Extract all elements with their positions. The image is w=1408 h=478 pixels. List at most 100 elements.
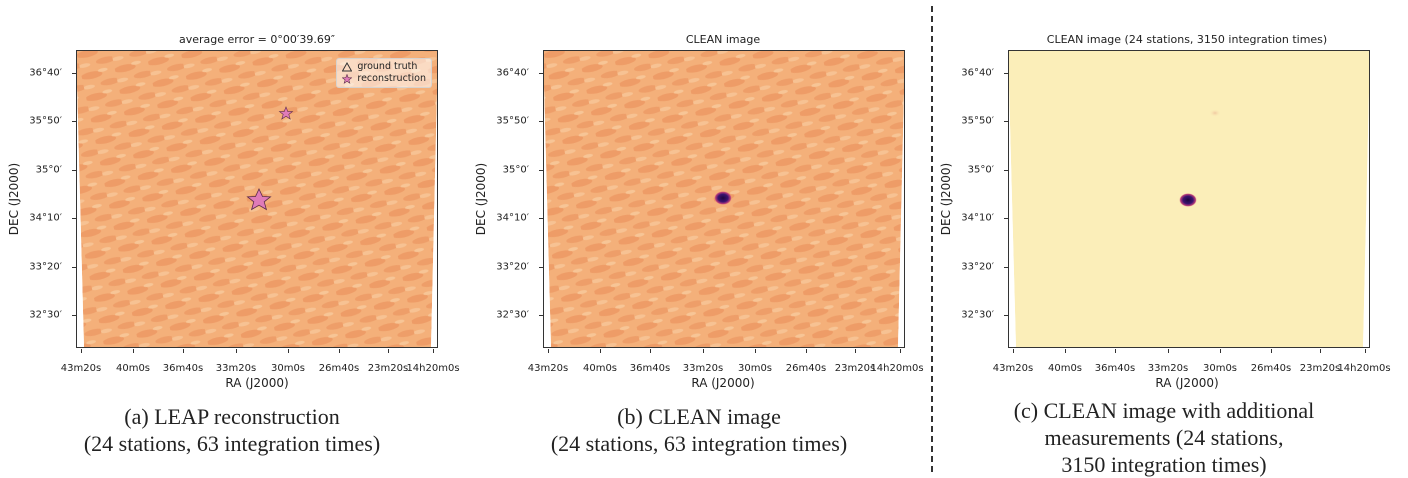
panel-a-title: average error = 0°00′39.69″ [179, 33, 335, 46]
xtick-label: 33m20s [1147, 363, 1189, 374]
ytick-label: 35°0′ [502, 164, 529, 176]
ytick-label: 35°50′ [496, 115, 529, 127]
panel-c-frame [1008, 50, 1370, 348]
panel-c-xlabel: RA (J2000) [1155, 376, 1219, 390]
ytick-label: 34°10′ [496, 212, 529, 224]
panel-b-frame [543, 50, 905, 348]
panel-a-frame [76, 50, 438, 348]
ytick-mark [539, 121, 543, 122]
panel-b-plot [543, 50, 905, 348]
ytick-label: 33°20′ [29, 261, 62, 273]
panel-b-bright-source [714, 191, 732, 205]
ytick-label: 33°20′ [961, 261, 994, 273]
ytick-label: 34°10′ [961, 212, 994, 224]
caption-line: (c) CLEAN image with additional [1013, 398, 1315, 423]
xtick-label: 33m20s [682, 363, 724, 374]
xtick-mark [650, 349, 651, 353]
caption-line: (24 stations, 63 integration times) [83, 431, 381, 456]
ytick-mark [1004, 170, 1008, 171]
xtick-label: 14h20m0s [870, 363, 924, 374]
panel-c-title: CLEAN image (24 stations, 3150 integrati… [1046, 33, 1328, 46]
ytick-mark [1004, 73, 1008, 74]
panel-c-caption: (c) CLEAN image with additional measurem… [1014, 397, 1315, 478]
xtick-label: 26m40s [1250, 363, 1292, 374]
panel-c-edge-left [1008, 50, 1016, 348]
xtick-label: 26m40s [785, 363, 827, 374]
ytick-mark [539, 267, 543, 268]
ytick-label: 36°40′ [961, 67, 994, 79]
xtick-mark [81, 349, 82, 353]
panel-b-caption: (b) CLEAN image (24 stations, 63 integra… [551, 403, 847, 457]
xtick-mark [288, 349, 289, 353]
star-icon [342, 74, 353, 84]
caption-line: 3150 integration times) [1061, 452, 1267, 477]
panel-a-plot: ground truth reconstruction [76, 50, 438, 348]
ytick-mark [72, 267, 76, 268]
panel-a-edge-right [431, 50, 438, 348]
xtick-mark [548, 349, 549, 353]
xtick-mark [900, 349, 901, 353]
ytick-mark [1004, 267, 1008, 268]
xtick-label: 23m20s [367, 363, 409, 374]
ytick-label: 35°50′ [961, 115, 994, 127]
xtick-mark [183, 349, 184, 353]
xtick-mark [755, 349, 756, 353]
ytick-label: 32°30′ [961, 309, 994, 321]
panel-a-edge-left [76, 50, 84, 348]
panel-a-image [76, 50, 438, 348]
panel-a-xlabel: RA (J2000) [225, 376, 289, 390]
xtick-label: 33m20s [215, 363, 257, 374]
xtick-mark [600, 349, 601, 353]
xtick-mark [1220, 349, 1221, 353]
ytick-mark [539, 73, 543, 74]
panel-c-bright-source [1179, 193, 1197, 207]
caption-line: measurements (24 stations, [1044, 425, 1284, 450]
xtick-label: 43m20s [60, 363, 102, 374]
ytick-mark [1004, 121, 1008, 122]
xtick-mark [1013, 349, 1014, 353]
caption-line: (24 stations, 63 integration times) [550, 431, 848, 456]
xtick-label: 43m20s [527, 363, 569, 374]
ytick-mark [72, 315, 76, 316]
ytick-mark [1004, 218, 1008, 219]
xtick-mark [1168, 349, 1169, 353]
xtick-label: 30m0s [1202, 363, 1238, 374]
xtick-label: 40m0s [1047, 363, 1083, 374]
xtick-label: 26m40s [318, 363, 360, 374]
caption-line: (b) CLEAN image [617, 404, 781, 429]
ytick-mark [539, 315, 543, 316]
panel-b-image [543, 50, 905, 348]
xtick-mark [855, 349, 856, 353]
xtick-mark [1271, 349, 1272, 353]
ytick-mark [72, 73, 76, 74]
panel-c-plot [1008, 50, 1370, 348]
xtick-mark [1065, 349, 1066, 353]
xtick-label: 14h20m0s [1337, 363, 1391, 374]
xtick-label: 40m0s [582, 363, 618, 374]
xtick-label: 36m40s [1094, 363, 1136, 374]
panel-c-edge-right [1363, 50, 1370, 348]
ytick-label: 35°0′ [35, 164, 62, 176]
ytick-mark [72, 121, 76, 122]
legend-item-ground-truth: ground truth [342, 61, 426, 73]
xtick-mark [1320, 349, 1321, 353]
panel-b-title: CLEAN image [685, 33, 761, 46]
xtick-label: 36m40s [162, 363, 204, 374]
legend-label-ground-truth: ground truth [357, 61, 418, 72]
xtick-mark [433, 349, 434, 353]
xtick-label: 14h20m0s [406, 363, 460, 374]
ytick-label: 36°40′ [496, 67, 529, 79]
xtick-mark [388, 349, 389, 353]
ytick-mark [72, 170, 76, 171]
legend-label-reconstruction: reconstruction [357, 73, 426, 84]
panel-a-caption: (a) LEAP reconstruction (24 stations, 63… [84, 403, 380, 457]
panel-divider [931, 6, 933, 472]
panel-a-legend: ground truth reconstruction [336, 58, 432, 88]
ytick-mark [539, 218, 543, 219]
xtick-mark [806, 349, 807, 353]
xtick-mark [236, 349, 237, 353]
xtick-label: 30m0s [737, 363, 773, 374]
legend-item-reconstruction: reconstruction [342, 73, 426, 85]
ytick-label: 35°50′ [29, 115, 62, 127]
panel-b-edge-left [543, 50, 551, 348]
